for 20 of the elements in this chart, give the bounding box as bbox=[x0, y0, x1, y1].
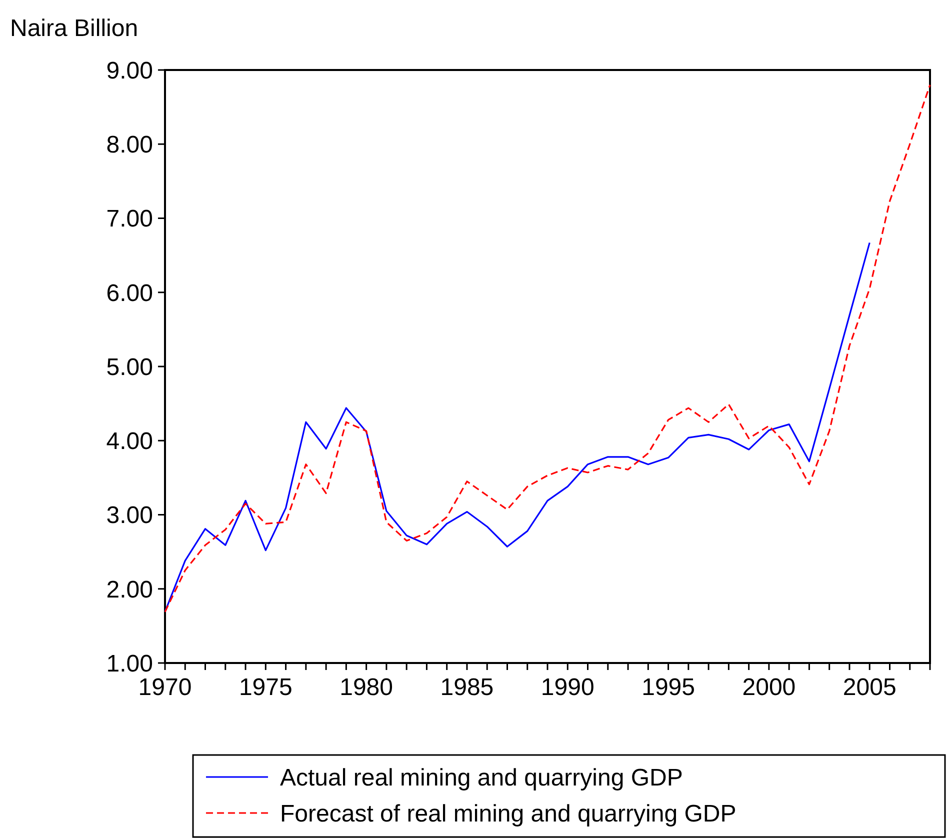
legend-label: Forecast of real mining and quarrying GDP bbox=[280, 800, 736, 828]
y-tick-label: 9.00 bbox=[106, 57, 153, 84]
x-tick-label: 2000 bbox=[742, 674, 796, 701]
y-tick-label: 8.00 bbox=[106, 132, 153, 159]
x-tick-label: 1985 bbox=[440, 674, 494, 701]
x-tick-label: 2005 bbox=[842, 674, 896, 701]
y-tick-label: 5.00 bbox=[106, 354, 153, 381]
x-tick-label: 1975 bbox=[238, 674, 292, 701]
legend-label: Actual real mining and quarrying GDP bbox=[280, 764, 683, 792]
y-tick-label: 4.00 bbox=[106, 428, 153, 456]
line-series bbox=[164, 242, 870, 613]
line-series bbox=[164, 84, 931, 613]
y-tick-label: 2.00 bbox=[106, 576, 153, 604]
x-tick-label: 1990 bbox=[540, 674, 594, 701]
y-axis-title: Naira Billion bbox=[10, 15, 138, 42]
y-tick-label: 6.00 bbox=[106, 280, 153, 307]
y-tick-label: 3.00 bbox=[106, 502, 153, 530]
y-tick-label: 7.00 bbox=[106, 206, 153, 233]
x-tick-label: 1995 bbox=[642, 674, 695, 701]
x-tick-label: 1980 bbox=[340, 674, 394, 701]
